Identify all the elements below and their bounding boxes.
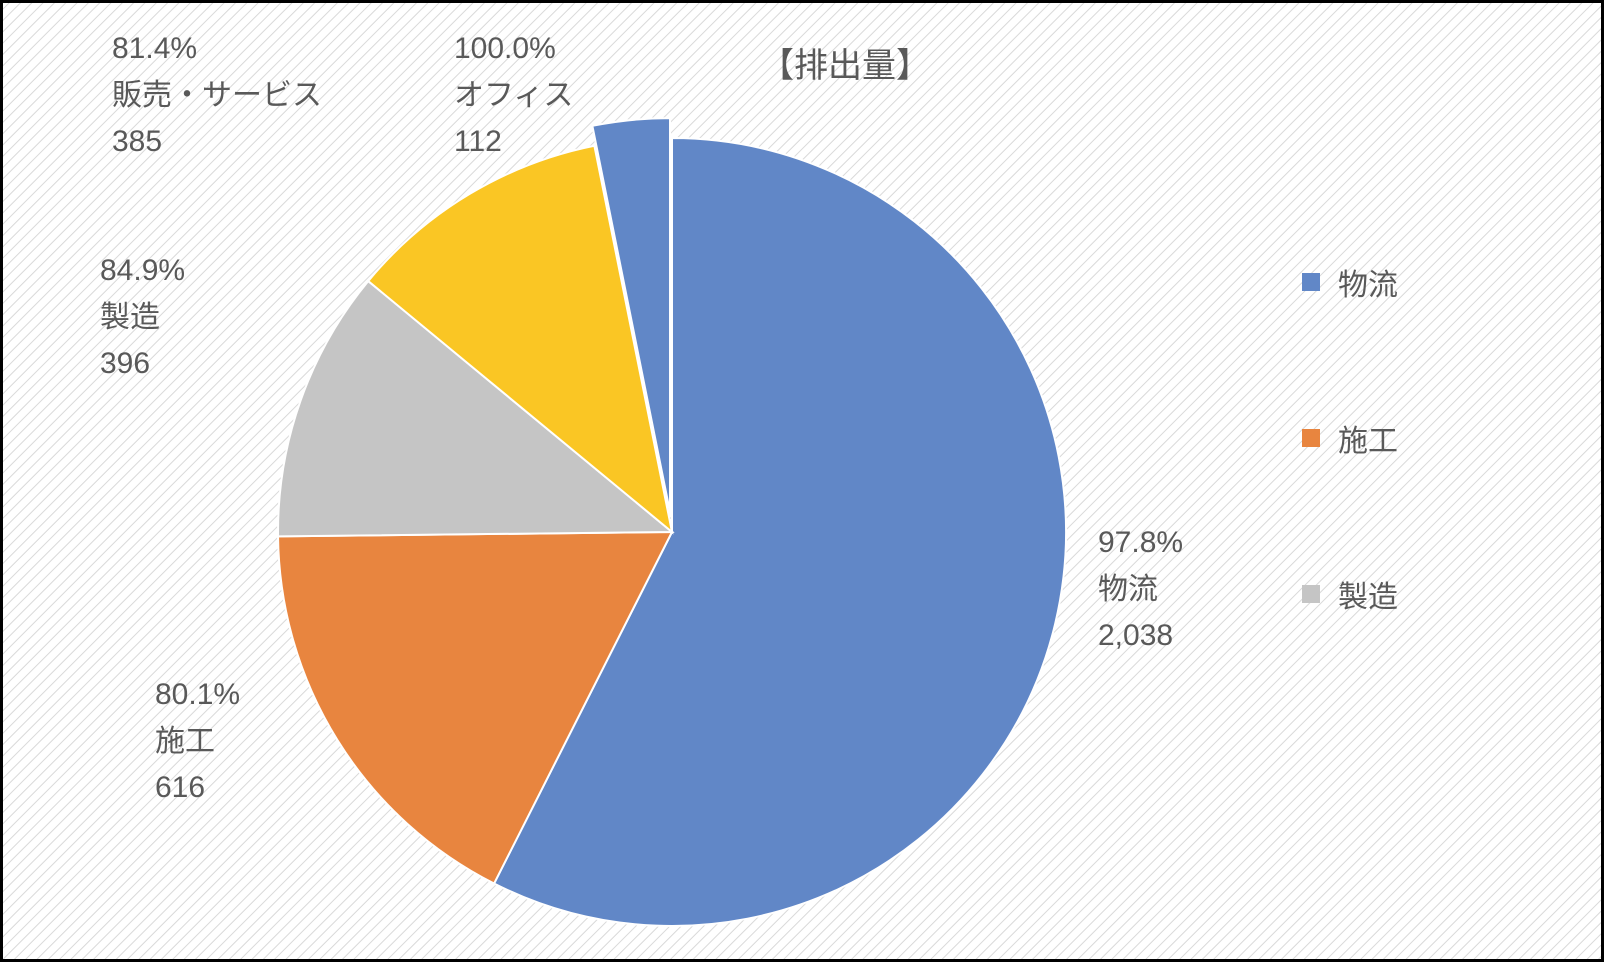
data-label-line: 81.4% xyxy=(112,26,322,73)
data-label-オフィス: 100.0%オフィス112 xyxy=(454,26,573,166)
legend-swatch xyxy=(1302,273,1320,291)
data-label-line: 396 xyxy=(100,341,185,388)
data-label-物流: 97.8%物流2,038 xyxy=(1098,520,1183,660)
data-label-line: オフィス xyxy=(454,73,573,120)
data-label-施工: 80.1%施工616 xyxy=(155,672,240,812)
pie-chart-container: 【排出量】 97.8%物流2,03880.1%施工61684.9%製造39681… xyxy=(0,0,1604,962)
data-label-line: 製造 xyxy=(100,295,185,342)
data-label-line: 100.0% xyxy=(454,26,573,73)
data-label-line: 物流 xyxy=(1098,567,1183,614)
data-label-line: 97.8% xyxy=(1098,520,1183,567)
data-label-line: 84.9% xyxy=(100,248,185,295)
legend-swatch xyxy=(1302,429,1320,447)
chart-title: 【排出量】 xyxy=(760,38,930,87)
data-label-販売・サービス: 81.4%販売・サービス385 xyxy=(112,26,322,166)
data-label-line: 施工 xyxy=(155,719,240,766)
legend-label: 製造 xyxy=(1338,572,1398,616)
data-label-line: 112 xyxy=(454,119,573,166)
data-label-line: 販売・サービス xyxy=(112,73,322,120)
legend-item-施工: 施工 xyxy=(1302,416,1398,460)
legend-swatch xyxy=(1302,585,1320,603)
legend-label: 物流 xyxy=(1338,260,1398,304)
data-label-line: 385 xyxy=(112,119,322,166)
legend-label: 施工 xyxy=(1338,416,1398,460)
data-label-line: 616 xyxy=(155,765,240,812)
data-label-製造: 84.9%製造396 xyxy=(100,248,185,388)
legend-item-物流: 物流 xyxy=(1302,260,1398,304)
data-label-line: 80.1% xyxy=(155,672,240,719)
legend: 物流施工製造 xyxy=(1302,260,1398,616)
data-label-line: 2,038 xyxy=(1098,613,1183,660)
legend-item-製造: 製造 xyxy=(1302,572,1398,616)
